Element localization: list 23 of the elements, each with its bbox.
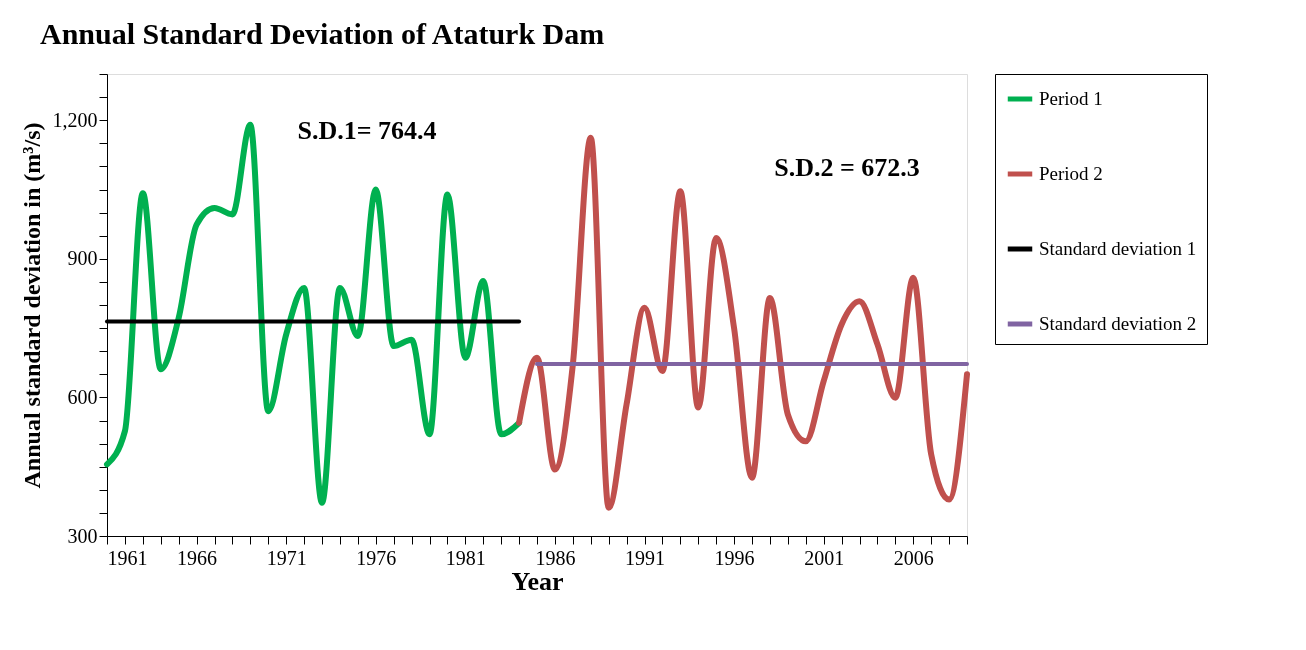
- x-tick-label: 1966: [177, 546, 218, 569]
- y-tick-label: 600: [67, 385, 98, 408]
- y-tick-label: 1,200: [52, 108, 98, 131]
- legend-label: Standard deviation 2: [1039, 313, 1197, 334]
- legend-label: Standard deviation 1: [1039, 238, 1197, 259]
- x-tick-label: 2001: [804, 546, 845, 569]
- x-tick-label: 2006: [893, 546, 934, 569]
- x-axis-title: Year: [511, 566, 564, 596]
- legend-label: Period 2: [1039, 163, 1103, 184]
- annotation: S.D.2 = 672.3: [774, 153, 920, 182]
- y-axis-title: Annual standard deviation in (m³/s): [18, 122, 45, 489]
- x-tick-label: 1971: [266, 546, 307, 569]
- y-tick-label: 900: [67, 247, 98, 270]
- x-tick-label: 1986: [535, 546, 576, 569]
- x-tick-label: 1981: [445, 546, 486, 569]
- legend-label: Period 1: [1039, 88, 1103, 109]
- chart-title: Annual Standard Deviation of Ataturk Dam: [40, 17, 605, 50]
- x-tick-label: 1991: [625, 546, 665, 569]
- y-tick-label: 300: [67, 524, 98, 547]
- x-tick-label: 1961: [107, 546, 148, 569]
- x-tick-label: 1976: [356, 546, 397, 569]
- annotation: S.D.1= 764.4: [297, 116, 437, 145]
- x-tick-label: 1996: [714, 546, 755, 569]
